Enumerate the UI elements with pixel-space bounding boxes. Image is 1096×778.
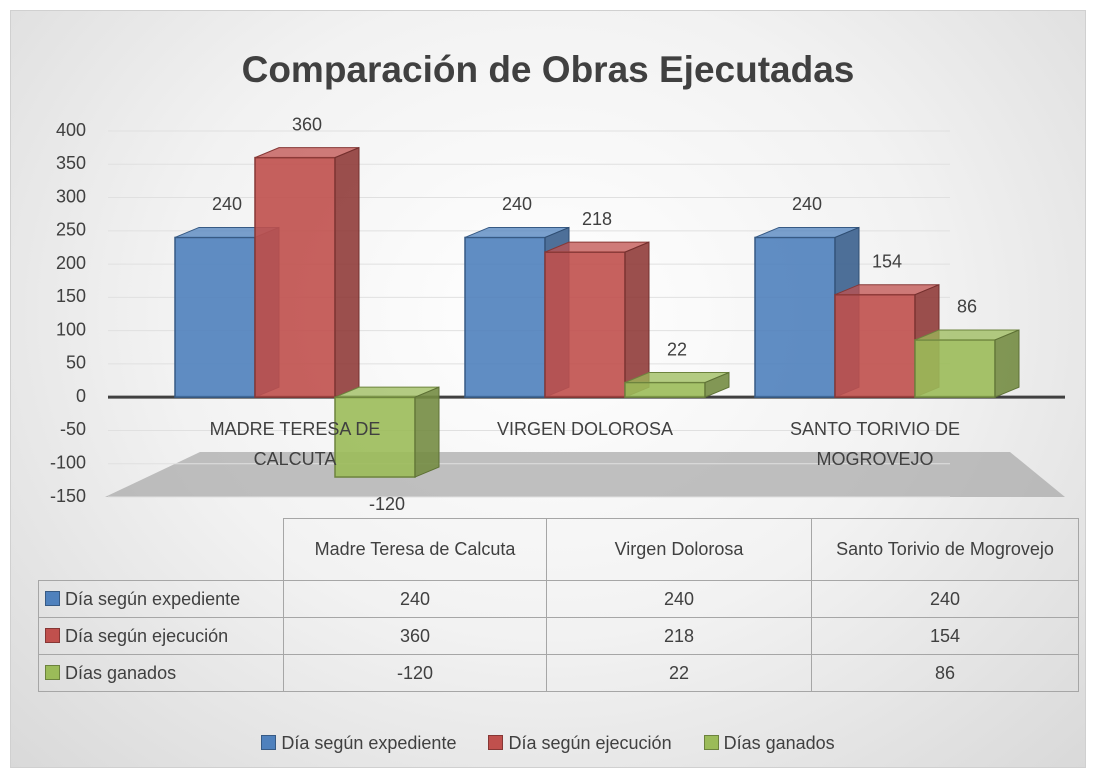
bar: [834, 293, 916, 398]
table-value: 86: [811, 654, 1079, 692]
y-tick-label: 200: [56, 253, 86, 273]
y-tick-label: -100: [50, 452, 86, 472]
bar: [544, 251, 626, 398]
series-cell: Días ganados: [38, 654, 284, 692]
table-value: 218: [546, 617, 812, 655]
legend-key: [703, 735, 719, 750]
legend-label: Día según ejecución: [508, 733, 672, 753]
bar-side: [994, 329, 1020, 398]
table-header: Madre Teresa de Calcuta: [283, 518, 547, 581]
empty-cell: [39, 519, 284, 581]
y-tick-label: -150: [50, 486, 86, 506]
table-header: Santo Torivio de Mogrovejo: [811, 518, 1079, 581]
table-row: Días ganados -120 22 86: [38, 654, 1079, 692]
y-tick-label: 100: [56, 319, 86, 339]
legend-key: [45, 590, 60, 606]
table-body: Día según expediente 240 240 240 Día según e…: [38, 580, 1079, 692]
legend-label: Día según expediente: [281, 733, 457, 753]
table-value: 154: [811, 617, 1079, 655]
table-value: 240: [283, 580, 547, 618]
data-label: 240: [212, 194, 242, 214]
table-row: Día según ejecución 360 218 154: [38, 617, 1079, 655]
bar: [914, 339, 996, 398]
y-tick-label: 300: [56, 186, 86, 206]
legend-item: Día según expediente: [261, 733, 456, 754]
table-row: Día según expediente 240 240 240: [38, 580, 1079, 618]
bar: [624, 381, 706, 398]
data-label: 86: [957, 297, 977, 317]
table-value: 22: [546, 654, 812, 692]
table-value: 240: [546, 580, 812, 618]
y-tick-label: 0: [76, 386, 86, 406]
bar-side: [334, 146, 360, 398]
y-tick-label: 250: [56, 220, 86, 240]
bar: [754, 236, 836, 398]
legend-key: [45, 627, 60, 643]
legend-item: Días ganados: [703, 733, 835, 754]
x-tick-label: MADRE TERESA DE CALCUTA: [209, 419, 381, 469]
series-name: Días ganados: [65, 662, 177, 683]
chart-title: Comparación de Obras Ejecutadas: [242, 49, 855, 90]
bar: [464, 236, 546, 398]
data-label: -120: [369, 494, 405, 514]
legend-key: [261, 735, 277, 750]
bar: [334, 396, 416, 478]
x-tick-label: SANTO TORIVIO DE MOGROVEJO: [789, 419, 961, 469]
y-tick-label: 350: [56, 153, 86, 173]
series-name: Día según ejecución: [65, 625, 229, 646]
data-label: 240: [502, 194, 532, 214]
legend-item: Día según ejecución: [488, 733, 672, 754]
legend: Día según expediente Día según ejecución D…: [0, 733, 1096, 754]
data-label: 240: [792, 194, 822, 214]
bar: [174, 236, 256, 398]
series-cell: Día según ejecución: [38, 617, 284, 655]
x-tick-label: VIRGEN DOLOROSA: [496, 419, 674, 439]
bar-side: [704, 371, 730, 398]
table-header: Virgen Dolorosa: [546, 518, 812, 581]
data-label: 218: [582, 209, 612, 229]
y-tick-label: 150: [56, 286, 86, 306]
series-cell: Día según expediente: [38, 580, 284, 618]
y-tick-label: 400: [56, 120, 86, 140]
table-value: 360: [283, 617, 547, 655]
table-value: 240: [811, 580, 1079, 618]
y-tick-label: 50: [66, 353, 86, 373]
legend-key: [488, 735, 504, 750]
data-label: 22: [667, 339, 687, 359]
table-value: -120: [283, 654, 547, 692]
data-label: 360: [292, 114, 322, 134]
data-label: 154: [872, 251, 902, 271]
legend-key: [45, 664, 60, 680]
bar-side: [414, 386, 440, 478]
y-tick-label: -50: [60, 419, 86, 439]
series-name: Día según expediente: [65, 588, 241, 609]
bar: [254, 156, 336, 398]
data-table: Madre Teresa de Calcuta Virgen Dolorosa …: [38, 518, 1079, 692]
legend-label: Días ganados: [723, 733, 835, 753]
